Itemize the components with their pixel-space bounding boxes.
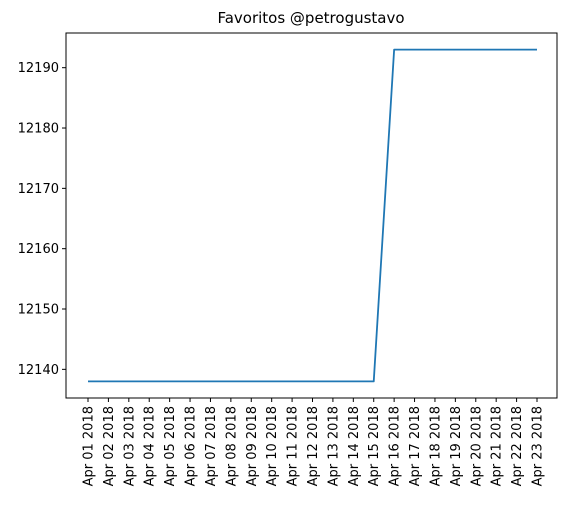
x-tick-label: Apr 05 2018 — [163, 406, 178, 486]
x-tick-label: Apr 23 2018 — [531, 406, 546, 486]
x-tick-label: Apr 16 2018 — [388, 406, 403, 486]
x-tick-label: Apr 12 2018 — [306, 406, 321, 486]
x-tick-label: Apr 08 2018 — [224, 406, 239, 486]
series-line — [88, 48, 537, 383]
y-tick-label: 12170 — [18, 182, 59, 197]
x-tick-label: Apr 17 2018 — [408, 406, 423, 486]
y-tick-label: 12180 — [18, 122, 59, 137]
x-tick-label: Apr 14 2018 — [347, 406, 362, 486]
x-tick-label: Apr 03 2018 — [122, 406, 137, 486]
x-tick-label: Apr 18 2018 — [428, 406, 443, 486]
x-tick-label: Apr 11 2018 — [286, 406, 301, 486]
plot-area — [88, 48, 537, 383]
x-tick-label: Apr 20 2018 — [469, 406, 484, 486]
x-tick-label: Apr 15 2018 — [367, 406, 382, 486]
x-tick-label: Apr 06 2018 — [184, 406, 199, 486]
plot-frame — [65, 32, 558, 399]
chart-title: Favoritos @petrogustavo — [217, 9, 404, 27]
x-tick-label: Apr 21 2018 — [490, 406, 505, 486]
y-tick-label: 12150 — [18, 303, 59, 318]
y-tick-label: 12160 — [18, 242, 59, 257]
x-tick-label: Apr 07 2018 — [204, 406, 219, 486]
x-tick-label: Apr 13 2018 — [326, 406, 341, 486]
x-tick-label: Apr 19 2018 — [449, 406, 464, 486]
y-axis: 12140 12150 12160 12170 12180 12190 — [18, 61, 66, 378]
x-tick-label: Apr 01 2018 — [82, 406, 97, 486]
x-axis: Apr 01 2018 Apr 02 2018 Apr 03 2018 Apr 04 … — [82, 398, 546, 486]
y-tick-label: 12140 — [18, 363, 59, 378]
x-tick-label: Apr 10 2018 — [265, 406, 280, 486]
x-tick-label: Apr 22 2018 — [510, 406, 525, 486]
x-tick-label: Apr 04 2018 — [143, 406, 158, 486]
x-tick-label: Apr 09 2018 — [245, 406, 260, 486]
y-tick-label: 12190 — [18, 61, 59, 76]
x-tick-label: Apr 02 2018 — [102, 406, 117, 486]
